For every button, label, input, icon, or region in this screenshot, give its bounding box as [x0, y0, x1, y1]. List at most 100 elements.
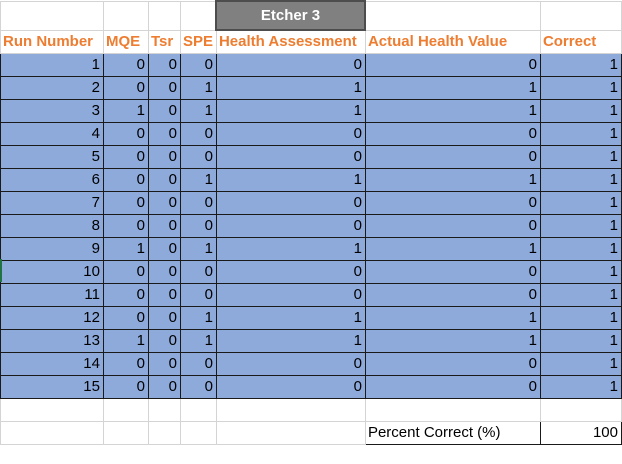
tsr-cell[interactable]: 0	[147, 191, 181, 215]
tsr-cell[interactable]: 0	[147, 99, 181, 123]
run-number-cell[interactable]: 10	[0, 260, 104, 284]
cell[interactable]	[102, 398, 149, 422]
actual-health-value-cell[interactable]: 1	[364, 99, 541, 123]
cell[interactable]	[215, 421, 366, 445]
header-spe[interactable]: SPE	[179, 29, 217, 54]
header-run-number[interactable]: Run Number	[0, 29, 104, 54]
spe-cell[interactable]: 0	[179, 283, 217, 307]
cell[interactable]	[364, 0, 541, 31]
cell[interactable]	[179, 398, 217, 422]
run-number-cell[interactable]: 7	[0, 191, 104, 215]
run-number-cell[interactable]: 6	[0, 168, 104, 192]
mqe-cell[interactable]: 0	[102, 191, 149, 215]
header-correct[interactable]: Correct	[539, 29, 622, 54]
tsr-cell[interactable]: 0	[147, 329, 181, 353]
header-health-assessment[interactable]: Health Assessment	[215, 29, 366, 54]
cell[interactable]	[102, 421, 149, 445]
tsr-cell[interactable]: 0	[147, 122, 181, 146]
health-assessment-cell[interactable]: 0	[215, 191, 366, 215]
tsr-cell[interactable]: 0	[147, 283, 181, 307]
sheet-title-cell[interactable]: Etcher 3	[215, 0, 367, 31]
actual-health-value-cell[interactable]: 0	[364, 53, 541, 77]
mqe-cell[interactable]: 0	[102, 168, 149, 192]
health-assessment-cell[interactable]: 0	[215, 375, 366, 399]
health-assessment-cell[interactable]: 1	[215, 168, 366, 192]
mqe-cell[interactable]: 1	[102, 237, 149, 261]
actual-health-value-cell[interactable]: 1	[364, 306, 541, 330]
cell[interactable]	[215, 398, 366, 422]
cell[interactable]	[179, 421, 217, 445]
mqe-cell[interactable]: 0	[102, 145, 149, 169]
spe-cell[interactable]: 0	[179, 145, 217, 169]
run-number-cell[interactable]: 11	[0, 283, 104, 307]
tsr-cell[interactable]: 0	[147, 352, 181, 376]
run-number-cell[interactable]: 13	[0, 329, 104, 353]
actual-health-value-cell[interactable]: 1	[364, 168, 541, 192]
mqe-cell[interactable]: 0	[102, 214, 149, 238]
spe-cell[interactable]: 1	[179, 99, 217, 123]
health-assessment-cell[interactable]: 1	[215, 237, 366, 261]
tsr-cell[interactable]: 0	[147, 53, 181, 77]
correct-cell[interactable]: 1	[539, 191, 622, 215]
run-number-cell[interactable]: 2	[0, 76, 104, 100]
spe-cell[interactable]: 1	[179, 237, 217, 261]
actual-health-value-cell[interactable]: 0	[364, 352, 541, 376]
actual-health-value-cell[interactable]: 1	[364, 237, 541, 261]
run-number-cell[interactable]: 8	[0, 214, 104, 238]
run-number-cell[interactable]: 1	[0, 53, 104, 77]
correct-cell[interactable]: 1	[539, 260, 622, 284]
tsr-cell[interactable]: 0	[147, 168, 181, 192]
mqe-cell[interactable]: 0	[102, 122, 149, 146]
correct-cell[interactable]: 1	[539, 145, 622, 169]
health-assessment-cell[interactable]: 1	[215, 306, 366, 330]
spe-cell[interactable]: 0	[179, 122, 217, 146]
health-assessment-cell[interactable]: 0	[215, 145, 366, 169]
correct-cell[interactable]: 1	[539, 306, 622, 330]
spe-cell[interactable]: 0	[179, 214, 217, 238]
run-number-cell[interactable]: 4	[0, 122, 104, 146]
spe-cell[interactable]: 0	[179, 191, 217, 215]
spe-cell[interactable]: 0	[179, 53, 217, 77]
health-assessment-cell[interactable]: 1	[215, 76, 366, 100]
percent-correct-value[interactable]: 100	[539, 421, 622, 445]
health-assessment-cell[interactable]: 1	[215, 99, 366, 123]
cell[interactable]	[0, 398, 104, 422]
run-number-cell[interactable]: 14	[0, 352, 104, 376]
actual-health-value-cell[interactable]: 0	[364, 214, 541, 238]
tsr-cell[interactable]: 0	[147, 214, 181, 238]
cell[interactable]	[147, 0, 181, 31]
run-number-cell[interactable]: 5	[0, 145, 104, 169]
spe-cell[interactable]: 1	[179, 306, 217, 330]
tsr-cell[interactable]: 0	[147, 260, 181, 284]
tsr-cell[interactable]: 0	[147, 375, 181, 399]
spe-cell[interactable]: 0	[179, 352, 217, 376]
health-assessment-cell[interactable]: 0	[215, 53, 366, 77]
header-actual-health-value[interactable]: Actual Health Value	[364, 29, 541, 54]
health-assessment-cell[interactable]: 0	[215, 352, 366, 376]
tsr-cell[interactable]: 0	[147, 145, 181, 169]
correct-cell[interactable]: 1	[539, 76, 622, 100]
cell[interactable]	[0, 421, 104, 445]
spe-cell[interactable]: 0	[179, 260, 217, 284]
cell[interactable]	[102, 0, 149, 31]
health-assessment-cell[interactable]: 0	[215, 122, 366, 146]
correct-cell[interactable]: 1	[539, 122, 622, 146]
mqe-cell[interactable]: 1	[102, 329, 149, 353]
correct-cell[interactable]: 1	[539, 168, 622, 192]
cell[interactable]	[147, 398, 181, 422]
cell[interactable]	[539, 398, 622, 422]
mqe-cell[interactable]: 0	[102, 53, 149, 77]
run-number-cell[interactable]: 15	[0, 375, 104, 399]
mqe-cell[interactable]: 1	[102, 99, 149, 123]
spe-cell[interactable]: 0	[179, 375, 217, 399]
correct-cell[interactable]: 1	[539, 99, 622, 123]
actual-health-value-cell[interactable]: 0	[364, 260, 541, 284]
tsr-cell[interactable]: 0	[147, 306, 181, 330]
header-tsr[interactable]: Tsr	[147, 29, 181, 54]
spe-cell[interactable]: 1	[179, 168, 217, 192]
header-mqe[interactable]: MQE	[102, 29, 149, 54]
run-number-cell[interactable]: 9	[0, 237, 104, 261]
cell[interactable]	[364, 398, 541, 422]
tsr-cell[interactable]: 0	[147, 237, 181, 261]
correct-cell[interactable]: 1	[539, 329, 622, 353]
